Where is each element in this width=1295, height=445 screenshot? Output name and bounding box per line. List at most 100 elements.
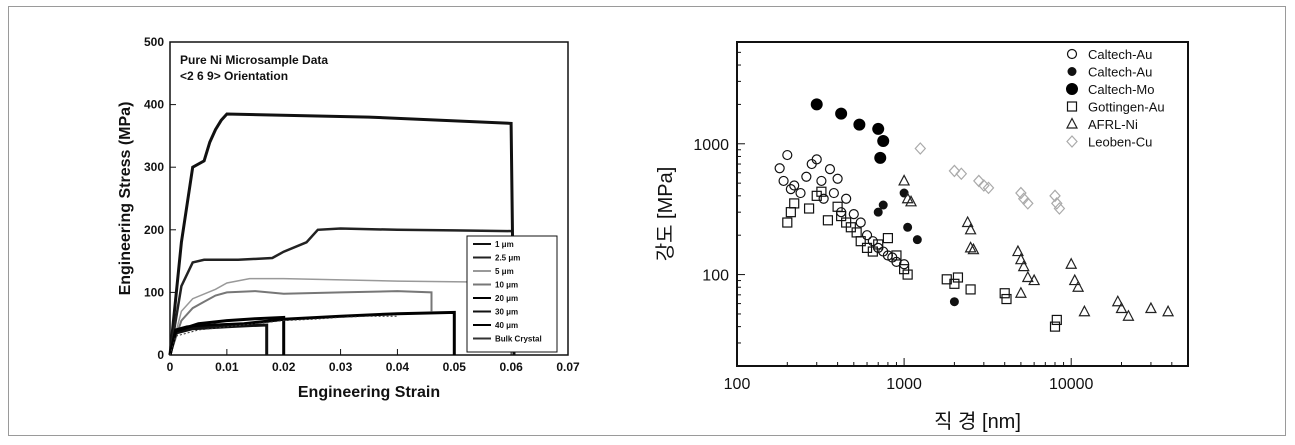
data-point xyxy=(999,288,1010,299)
x-axis-label: Engineering Strain xyxy=(298,384,440,401)
legend-label: 1 μm xyxy=(495,240,514,249)
data-point xyxy=(878,200,888,210)
y-tick-label: 200 xyxy=(144,223,164,237)
legend-label: Gottingen-Au xyxy=(1088,100,1165,115)
plot-area xyxy=(736,41,1189,367)
data-point xyxy=(832,173,843,184)
x-tick-label: 1000 xyxy=(886,376,922,393)
data-point xyxy=(1001,293,1012,305)
data-point xyxy=(1022,197,1034,210)
data-point xyxy=(810,98,823,111)
y-tick-label: 0 xyxy=(157,348,164,362)
data-point xyxy=(867,236,878,247)
data-point xyxy=(841,193,852,204)
data-point xyxy=(898,174,911,186)
data-point xyxy=(855,217,866,228)
x-tick-label: 0.05 xyxy=(443,360,467,374)
y-tick-label: 100 xyxy=(144,285,164,299)
data-point xyxy=(949,278,960,289)
data-point xyxy=(851,227,862,238)
data-point xyxy=(1072,280,1085,292)
data-point xyxy=(1028,273,1041,286)
data-point xyxy=(855,236,866,247)
data-point xyxy=(965,284,976,295)
chart-title: Pure Ni Microsample Data xyxy=(180,53,328,67)
data-point xyxy=(905,195,918,207)
series-line xyxy=(168,112,516,356)
legend-marker xyxy=(1066,135,1078,148)
data-point xyxy=(782,149,793,161)
series-line xyxy=(168,227,512,356)
data-point xyxy=(1065,257,1078,269)
data-point xyxy=(874,151,887,164)
data-point xyxy=(1122,309,1135,321)
x-tick-label: 0.06 xyxy=(499,360,523,374)
x-tick-label: 10000 xyxy=(1049,376,1094,393)
data-point xyxy=(872,122,885,135)
stress-strain-chart: 0 0.01 0.02 0.03 0.04 0.05 0.06 0.07 0 100 200 300 4… xyxy=(117,35,580,401)
data-point xyxy=(789,180,800,191)
data-point xyxy=(877,135,890,148)
legend-label: Bulk Crystal xyxy=(495,335,542,344)
legend-label: 5 μm xyxy=(495,267,514,276)
y-axis-label: 강도 [MPa] xyxy=(654,167,677,262)
data-point xyxy=(824,164,836,175)
legend-marker xyxy=(1066,48,1078,60)
series-line xyxy=(169,277,512,356)
legend-marker xyxy=(1066,101,1078,112)
data-point xyxy=(795,187,806,199)
data-point xyxy=(822,215,834,226)
data-point xyxy=(816,186,827,197)
data-point xyxy=(1049,189,1061,203)
y-axis-label: Engineering Stress (MPa) xyxy=(117,102,134,296)
data-point xyxy=(1162,304,1175,317)
legend-box xyxy=(466,235,558,353)
legend-label: Leoben-Cu xyxy=(1088,135,1152,150)
data-point xyxy=(882,233,894,244)
data-point xyxy=(1115,301,1128,314)
data-point xyxy=(952,272,964,283)
data-point xyxy=(948,164,961,178)
series-line xyxy=(169,290,433,356)
x-tick-label: 0 xyxy=(167,360,174,374)
legend-marker xyxy=(1067,67,1077,76)
legend-label: 40 μm xyxy=(495,321,518,330)
legend-label: Caltech-Au xyxy=(1088,47,1152,62)
data-point xyxy=(891,256,902,268)
series-line xyxy=(169,315,398,356)
y-tick-label: 300 xyxy=(144,160,164,174)
y-tick-label: 500 xyxy=(144,35,164,49)
data-point xyxy=(1014,286,1027,298)
x-tick-label: 100 xyxy=(724,376,751,393)
data-point xyxy=(955,167,968,181)
data-point xyxy=(785,184,796,195)
data-point xyxy=(782,217,793,228)
data-point xyxy=(1053,202,1066,215)
y-tick-label: 400 xyxy=(144,98,164,112)
data-point xyxy=(961,215,974,228)
data-point xyxy=(1068,273,1081,286)
data-point xyxy=(853,118,866,131)
x-axis-label: 직 경 [nm] xyxy=(934,410,1021,433)
plot-area xyxy=(169,41,569,356)
data-point xyxy=(967,242,980,255)
data-point xyxy=(1144,301,1157,314)
figure-frame xyxy=(8,6,1286,436)
data-point xyxy=(803,203,815,214)
data-point xyxy=(816,175,827,187)
data-point xyxy=(861,230,873,241)
data-point xyxy=(835,107,848,120)
data-point xyxy=(1017,259,1030,272)
data-point xyxy=(811,154,822,165)
data-point xyxy=(1011,244,1024,257)
data-point xyxy=(1050,197,1063,210)
data-point xyxy=(801,171,812,182)
x-tick-label: 0.07 xyxy=(556,360,580,374)
data-point xyxy=(982,181,995,195)
data-point xyxy=(1049,321,1061,332)
data-point xyxy=(949,297,959,307)
data-point xyxy=(1111,294,1124,307)
x-tick-label: 0.03 xyxy=(329,360,353,374)
y-tick-label: 100 xyxy=(702,268,729,285)
x-tick-label: 0.02 xyxy=(272,360,296,374)
